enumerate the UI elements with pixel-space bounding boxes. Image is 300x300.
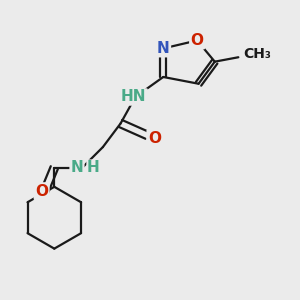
Text: HN: HN — [121, 89, 147, 104]
Text: H: H — [87, 160, 100, 175]
Text: N: N — [157, 41, 169, 56]
Text: N: N — [70, 160, 83, 175]
Text: O: O — [190, 33, 204, 48]
Text: O: O — [35, 184, 48, 199]
Text: O: O — [148, 131, 161, 146]
Text: CH₃: CH₃ — [243, 47, 271, 61]
